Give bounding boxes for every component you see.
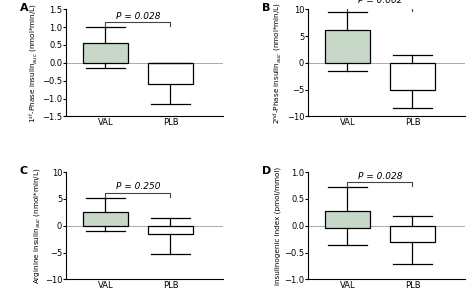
Text: A: A — [19, 3, 28, 13]
Bar — [390, 226, 435, 242]
Text: P = 0.028: P = 0.028 — [358, 172, 402, 181]
Bar — [325, 211, 370, 228]
Bar — [325, 29, 370, 63]
Bar — [148, 63, 193, 84]
Bar — [82, 43, 128, 63]
Y-axis label: 1$^{st}$-Phase insulin$_{auc}$ (nmol*min/L): 1$^{st}$-Phase insulin$_{auc}$ (nmol*min… — [27, 3, 39, 123]
Text: P = 0.002: P = 0.002 — [358, 0, 402, 6]
Y-axis label: insulinogenic index (pmol/mmol): insulinogenic index (pmol/mmol) — [275, 167, 281, 285]
Bar — [82, 212, 128, 226]
Text: C: C — [19, 166, 27, 176]
Text: P = 0.028: P = 0.028 — [116, 12, 160, 21]
Text: D: D — [262, 166, 271, 176]
Text: P = 0.250: P = 0.250 — [116, 182, 160, 192]
Y-axis label: Arginine insulin$_{auc}$ (nmol*min/L): Arginine insulin$_{auc}$ (nmol*min/L) — [32, 167, 42, 284]
Y-axis label: 2$^{nd}$-Phase insulin$_{auc}$ (nmol*min/L): 2$^{nd}$-Phase insulin$_{auc}$ (nmol*min… — [272, 2, 284, 124]
Bar — [390, 63, 435, 90]
Text: B: B — [262, 3, 270, 13]
Bar — [148, 226, 193, 234]
